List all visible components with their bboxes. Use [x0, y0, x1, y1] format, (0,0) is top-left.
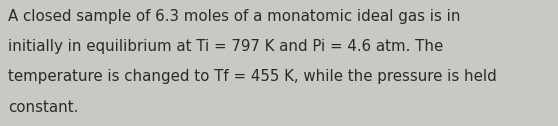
Text: initially in equilibrium at Ti = 797 K and Pi = 4.6 atm. The: initially in equilibrium at Ti = 797 K a… — [8, 39, 444, 54]
Text: A closed sample of 6.3 moles of a monatomic ideal gas is in: A closed sample of 6.3 moles of a monato… — [8, 9, 461, 24]
Text: constant.: constant. — [8, 100, 79, 115]
Text: temperature is changed to Tf = 455 K, while the pressure is held: temperature is changed to Tf = 455 K, wh… — [8, 69, 497, 84]
